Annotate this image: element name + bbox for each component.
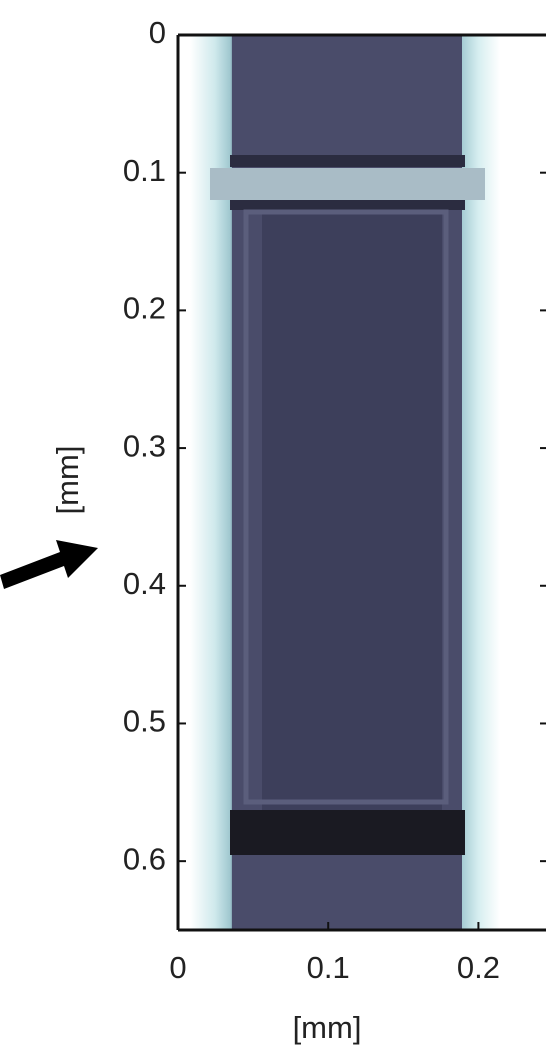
y-tick-label: 0.6 <box>123 841 166 876</box>
y-tick-label: 0.4 <box>123 566 166 601</box>
x-tick-label: 0 <box>169 950 186 985</box>
y-tick-label: 0.3 <box>123 428 166 463</box>
y-tick-label: 0.1 <box>123 153 166 188</box>
y-tick-label: 0.5 <box>123 704 166 739</box>
arrow <box>0 540 98 589</box>
x-tick-label: 0.2 <box>457 950 500 985</box>
y-tick-label: 0.2 <box>123 291 166 326</box>
image <box>178 35 546 930</box>
x-tick-label: 0.1 <box>307 950 350 985</box>
y-tick-label: 0 <box>149 15 166 50</box>
chart: [mm] [mm] 0 0.1 0.2 0.3 0.4 0.5 0.6 0 0.1 0.2 <box>0 0 546 1057</box>
page: [mm] [mm] 00.10.20.30.40.50.600.10.2 (()… <box>0 0 546 1057</box>
x-axis-label: [mm] <box>293 1010 362 1045</box>
y-axis-label: [mm] <box>50 446 85 515</box>
